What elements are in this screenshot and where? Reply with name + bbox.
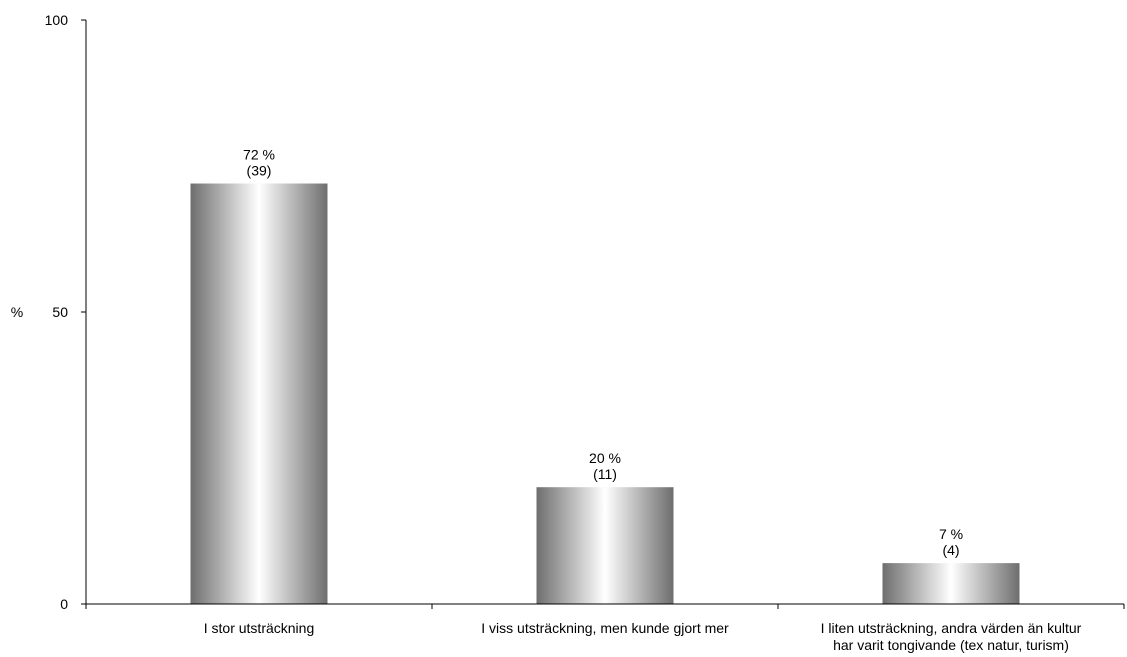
bar (536, 487, 674, 604)
bar-value-label: 20 % (589, 450, 621, 466)
bar (190, 183, 328, 604)
bar-count-label: (39) (247, 163, 272, 179)
data-labels: 72 %(39) 20 %(11) 7 %(4) (243, 147, 963, 559)
x-category-label: I liten utsträckning, andra värden än ku… (821, 620, 1082, 636)
x-ticks: I stor utsträckning I viss utsträckning, … (85, 604, 1125, 653)
bar-count-label: (4) (942, 542, 959, 558)
bar-count-label: (11) (593, 466, 617, 482)
y-tick-label: 0 (60, 596, 68, 612)
y-axis-title: % (11, 304, 23, 320)
x-category-label: har varit tongivande (tex natur, turism) (833, 637, 1069, 653)
bar-value-label: 7 % (939, 526, 963, 542)
y-ticks: 0 50 100 (45, 12, 86, 612)
y-tick-label: 50 (52, 304, 68, 320)
x-category-label: I viss utsträckning, men kunde gjort mer (481, 620, 729, 636)
x-category-label: I stor utsträckning (204, 620, 315, 636)
bar-value-label: 72 % (243, 147, 275, 163)
bars (190, 183, 1020, 604)
bar (882, 563, 1020, 604)
y-tick-label: 100 (45, 12, 69, 28)
